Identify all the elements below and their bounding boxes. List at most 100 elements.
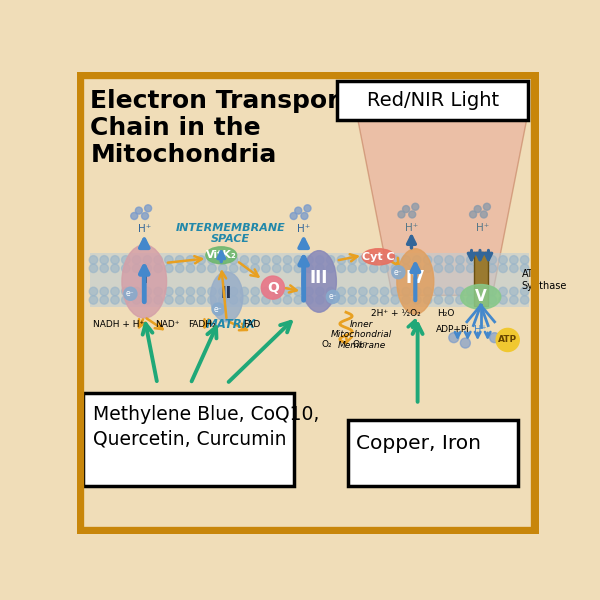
Text: e⁻: e⁻ bbox=[214, 305, 223, 314]
Circle shape bbox=[229, 256, 238, 264]
Circle shape bbox=[445, 296, 454, 304]
Circle shape bbox=[348, 264, 356, 272]
Circle shape bbox=[122, 264, 130, 272]
Text: NAD⁺: NAD⁺ bbox=[155, 320, 179, 329]
Circle shape bbox=[294, 256, 302, 264]
Circle shape bbox=[474, 206, 481, 212]
Circle shape bbox=[283, 287, 292, 296]
Circle shape bbox=[348, 296, 356, 304]
Circle shape bbox=[186, 264, 194, 272]
Circle shape bbox=[326, 264, 335, 272]
Circle shape bbox=[251, 296, 259, 304]
FancyBboxPatch shape bbox=[474, 252, 488, 306]
FancyBboxPatch shape bbox=[347, 420, 518, 486]
Circle shape bbox=[402, 264, 410, 272]
Circle shape bbox=[142, 212, 149, 220]
Circle shape bbox=[131, 212, 138, 220]
Circle shape bbox=[240, 264, 248, 272]
Circle shape bbox=[413, 287, 421, 296]
Circle shape bbox=[100, 264, 109, 272]
Circle shape bbox=[434, 256, 443, 264]
Circle shape bbox=[272, 264, 281, 272]
Circle shape bbox=[499, 296, 508, 304]
Circle shape bbox=[186, 296, 194, 304]
Circle shape bbox=[488, 256, 497, 264]
Circle shape bbox=[305, 256, 313, 264]
Circle shape bbox=[413, 256, 421, 264]
Circle shape bbox=[467, 296, 475, 304]
Circle shape bbox=[251, 256, 259, 264]
Circle shape bbox=[175, 264, 184, 272]
Circle shape bbox=[164, 264, 173, 272]
Circle shape bbox=[499, 264, 508, 272]
Circle shape bbox=[326, 290, 340, 304]
Circle shape bbox=[326, 287, 335, 296]
Circle shape bbox=[445, 256, 454, 264]
Circle shape bbox=[509, 264, 518, 272]
Circle shape bbox=[434, 296, 443, 304]
Circle shape bbox=[283, 264, 292, 272]
Ellipse shape bbox=[211, 272, 243, 322]
Text: IV: IV bbox=[406, 269, 425, 287]
Circle shape bbox=[100, 296, 109, 304]
Text: MATRIX: MATRIX bbox=[205, 318, 256, 331]
Circle shape bbox=[413, 296, 421, 304]
Circle shape bbox=[445, 264, 454, 272]
Circle shape bbox=[449, 332, 459, 343]
Circle shape bbox=[208, 256, 216, 264]
Text: Cyt C: Cyt C bbox=[362, 252, 395, 262]
Text: II: II bbox=[221, 286, 232, 301]
Circle shape bbox=[240, 256, 248, 264]
Circle shape bbox=[283, 296, 292, 304]
Circle shape bbox=[370, 296, 378, 304]
Circle shape bbox=[218, 256, 227, 264]
Circle shape bbox=[326, 256, 335, 264]
Circle shape bbox=[89, 256, 98, 264]
Circle shape bbox=[218, 264, 227, 272]
Circle shape bbox=[175, 296, 184, 304]
Circle shape bbox=[380, 296, 389, 304]
Circle shape bbox=[370, 256, 378, 264]
Circle shape bbox=[301, 212, 308, 220]
Circle shape bbox=[154, 256, 163, 264]
Circle shape bbox=[348, 256, 356, 264]
FancyBboxPatch shape bbox=[83, 393, 295, 486]
Circle shape bbox=[316, 256, 324, 264]
Circle shape bbox=[391, 296, 400, 304]
Circle shape bbox=[348, 287, 356, 296]
Text: O₂: O₂ bbox=[322, 340, 332, 349]
Circle shape bbox=[520, 296, 529, 304]
Ellipse shape bbox=[206, 247, 236, 264]
Circle shape bbox=[496, 328, 519, 352]
Circle shape bbox=[380, 287, 389, 296]
Circle shape bbox=[240, 296, 248, 304]
Circle shape bbox=[143, 287, 152, 296]
Circle shape bbox=[424, 287, 432, 296]
Circle shape bbox=[164, 287, 173, 296]
Circle shape bbox=[262, 276, 284, 299]
Text: 2H⁺ + ½O₂: 2H⁺ + ½O₂ bbox=[371, 309, 421, 318]
Circle shape bbox=[218, 287, 227, 296]
Circle shape bbox=[154, 296, 163, 304]
Circle shape bbox=[424, 264, 432, 272]
Circle shape bbox=[122, 256, 130, 264]
Text: H⁺: H⁺ bbox=[297, 224, 310, 235]
Circle shape bbox=[111, 296, 119, 304]
Circle shape bbox=[477, 287, 486, 296]
Text: Electron Transport
Chain in the
Mitochondria: Electron Transport Chain in the Mitochon… bbox=[91, 89, 352, 167]
Circle shape bbox=[477, 296, 486, 304]
Circle shape bbox=[197, 296, 205, 304]
Circle shape bbox=[262, 296, 270, 304]
Circle shape bbox=[186, 287, 194, 296]
Text: ATP
Synthase: ATP Synthase bbox=[521, 269, 567, 291]
Ellipse shape bbox=[397, 249, 434, 314]
Text: I: I bbox=[141, 269, 148, 287]
Circle shape bbox=[467, 264, 475, 272]
Circle shape bbox=[305, 287, 313, 296]
Circle shape bbox=[294, 287, 302, 296]
Circle shape bbox=[402, 287, 410, 296]
Circle shape bbox=[337, 296, 346, 304]
Circle shape bbox=[197, 256, 205, 264]
Circle shape bbox=[316, 296, 324, 304]
Text: ATP: ATP bbox=[498, 335, 517, 344]
